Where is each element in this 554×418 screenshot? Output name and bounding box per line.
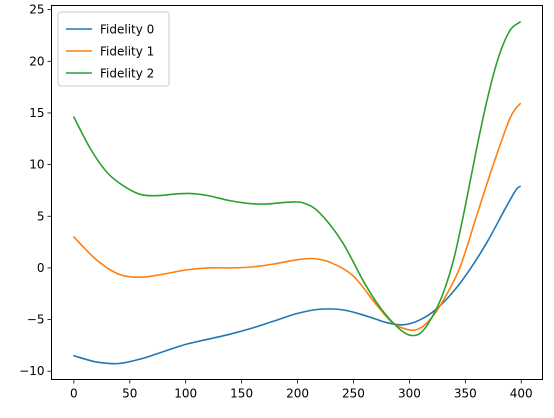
legend-label-fidelity-0: Fidelity 0	[100, 23, 154, 37]
x-tick-label: 350	[454, 387, 477, 401]
y-tick-label: 20	[29, 54, 44, 68]
y-axis: −10 −5 0 5 10 15 20 25	[19, 3, 52, 378]
y-tick-label: 25	[29, 3, 44, 17]
y-tick-label: 10	[29, 158, 44, 172]
series-line-fidelity-1	[73, 102, 521, 332]
y-tick-label: 15	[29, 106, 44, 120]
x-axis: 0 50 100 150 200 250 300 350 400	[70, 379, 533, 401]
series-line-fidelity-0	[73, 185, 521, 365]
y-tick-label: −10	[19, 364, 44, 378]
x-tick-label: 300	[398, 387, 421, 401]
y-tick-label: 0	[37, 261, 45, 275]
y-tick-label: −5	[27, 313, 45, 327]
series-layer	[73, 21, 521, 365]
series-line-fidelity-2	[73, 21, 521, 337]
x-tick-label: 400	[510, 387, 533, 401]
x-tick-label: 250	[342, 387, 365, 401]
y-tick-label: 5	[37, 209, 45, 223]
x-tick-label: 50	[122, 387, 137, 401]
legend-label-fidelity-2: Fidelity 2	[100, 67, 154, 81]
legend-label-fidelity-1: Fidelity 1	[100, 45, 154, 59]
x-tick-label: 200	[286, 387, 309, 401]
x-tick-label: 150	[230, 387, 253, 401]
legend-box	[57, 11, 170, 87]
x-tick-label: 0	[70, 387, 78, 401]
x-tick-label: 100	[174, 387, 197, 401]
legend: Fidelity 0 Fidelity 1 Fidelity 2	[57, 11, 170, 87]
